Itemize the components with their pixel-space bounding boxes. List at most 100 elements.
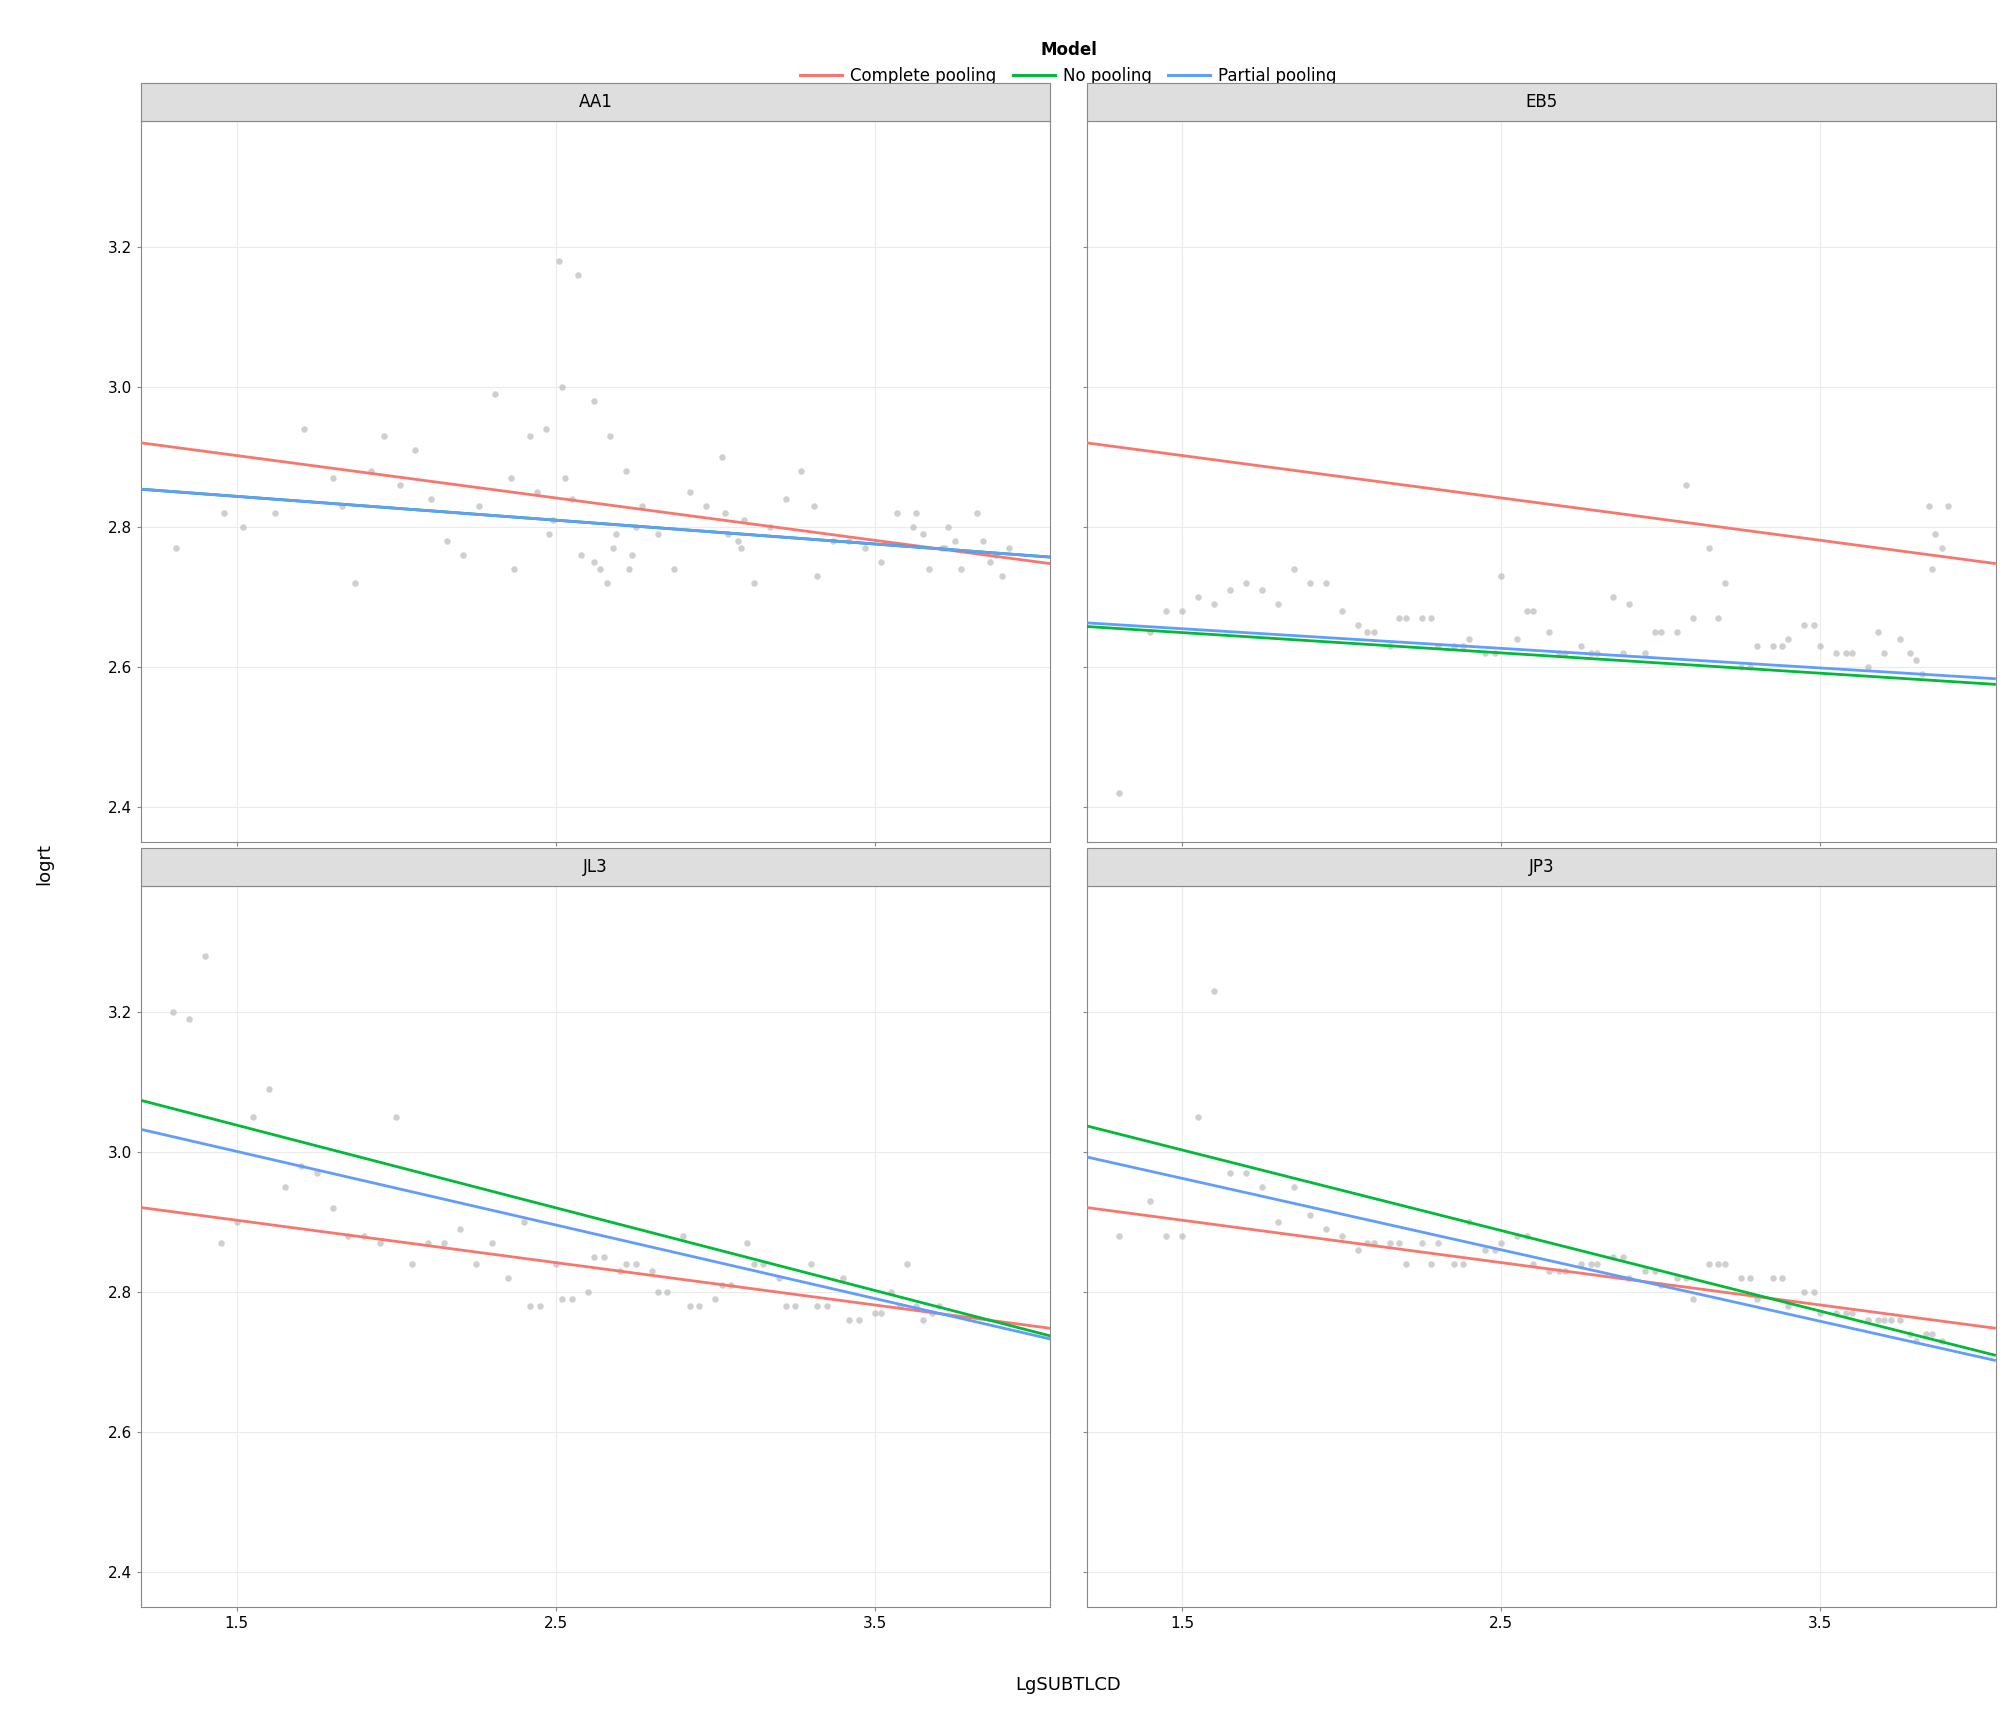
Point [1798,612,1831,639]
Point [556,1286,589,1313]
Point [383,472,415,499]
Point [546,1286,579,1313]
Point [980,541,1012,569]
Point [496,465,528,492]
Point [1480,639,1512,667]
Point [619,513,651,541]
Point [1373,632,1405,660]
Point [601,520,633,548]
Point [611,458,643,486]
Point [317,1194,349,1222]
Point [546,373,579,401]
Point [1639,1256,1671,1284]
Point [619,1249,651,1277]
Point [732,1229,764,1256]
Point [1357,1229,1389,1256]
Point [1788,1279,1820,1306]
Text: LgSUBTLCD: LgSUBTLCD [1016,1676,1121,1693]
Point [1597,1242,1629,1270]
Point [617,541,649,569]
Point [1885,626,1917,653]
Point [1548,1256,1581,1284]
Point [564,541,597,569]
Point [1510,1222,1542,1249]
Point [367,422,399,449]
Point [770,486,802,513]
Point [816,527,849,555]
Point [1103,1222,1135,1249]
Point [929,534,962,562]
Point [365,1229,397,1256]
Point [1470,1236,1502,1263]
Point [1645,619,1677,646]
Point [1421,1229,1454,1256]
Text: EB5: EB5 [1526,93,1558,111]
Point [1639,619,1671,646]
Point [520,479,552,506]
Point [1629,639,1661,667]
Point [252,1075,284,1102]
Point [1454,1208,1486,1236]
Point [865,548,897,575]
Point [1702,1249,1734,1277]
Point [968,527,1000,555]
Point [1447,632,1480,660]
Point [946,555,978,582]
Point [1772,1293,1804,1320]
Point [706,1272,738,1299]
Point [1437,632,1470,660]
Point [700,1286,732,1313]
Point [722,527,754,555]
Point [974,548,1006,575]
Point [1327,1222,1359,1249]
Point [810,1293,843,1320]
Point [778,1293,810,1320]
Point [712,520,744,548]
Point [913,555,946,582]
Point [1415,605,1447,632]
Point [548,465,581,492]
Point [1214,1159,1246,1187]
Point [1756,632,1788,660]
Point [1734,1265,1766,1293]
Point [1804,1299,1837,1327]
Point [1486,562,1518,589]
Point [1151,1222,1183,1249]
Point [881,499,913,527]
Point [683,1293,716,1320]
Point [1502,626,1534,653]
Point [397,1249,429,1277]
Point [1861,619,1893,646]
Point [1919,520,1951,548]
Point [754,513,786,541]
Text: JP3: JP3 [1528,857,1554,876]
Point [1853,653,1885,681]
Point [1564,632,1597,660]
Point [1548,639,1581,667]
Point [1875,1306,1907,1334]
Point [524,1293,556,1320]
Point [349,1222,381,1249]
Point [1597,584,1629,612]
Point [1581,639,1613,667]
Point [907,1306,939,1334]
Point [800,562,833,589]
Point [228,513,260,541]
Point [611,1249,643,1277]
Point [925,534,958,562]
Point [901,499,933,527]
Point [1518,598,1550,626]
Point [300,1159,333,1187]
Point [901,1293,933,1320]
Point [1931,492,1964,520]
Text: AA1: AA1 [579,93,613,111]
Point [843,1306,875,1334]
Point [1383,605,1415,632]
Point [923,1293,956,1320]
Point [1262,591,1294,619]
Point [794,1249,827,1277]
Point [1198,591,1230,619]
Point [1278,1173,1310,1201]
Point [706,444,738,472]
Point [1447,1249,1480,1277]
